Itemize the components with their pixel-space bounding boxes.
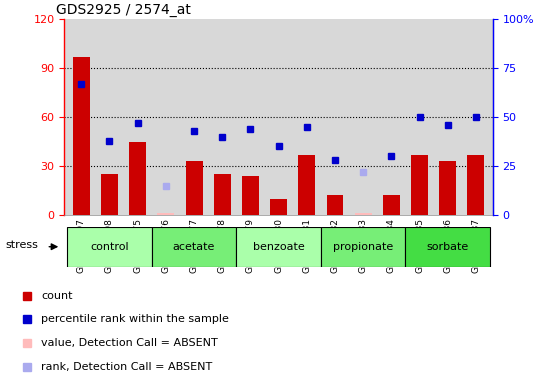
Text: rank, Detection Call = ABSENT: rank, Detection Call = ABSENT: [41, 362, 212, 372]
Text: acetate: acetate: [173, 242, 215, 252]
Text: count: count: [41, 291, 73, 301]
Bar: [152, 227, 236, 267]
Bar: [67, 227, 152, 267]
Bar: [326, 195, 343, 215]
Text: benzoate: benzoate: [253, 242, 305, 252]
Bar: [242, 176, 259, 215]
Bar: [298, 155, 315, 215]
Bar: [411, 155, 428, 215]
Bar: [157, 214, 174, 215]
Bar: [270, 199, 287, 215]
Bar: [185, 161, 203, 215]
Bar: [439, 161, 456, 215]
Text: percentile rank within the sample: percentile rank within the sample: [41, 314, 229, 324]
Text: propionate: propionate: [333, 242, 393, 252]
Bar: [73, 57, 90, 215]
Bar: [236, 227, 321, 267]
Text: control: control: [90, 242, 129, 252]
Bar: [101, 174, 118, 215]
Bar: [405, 227, 490, 267]
Bar: [129, 142, 146, 215]
Bar: [214, 174, 231, 215]
Text: stress: stress: [5, 240, 38, 250]
Text: sorbate: sorbate: [427, 242, 469, 252]
Bar: [321, 227, 405, 267]
Text: GDS2925 / 2574_at: GDS2925 / 2574_at: [56, 3, 191, 17]
Bar: [354, 214, 372, 215]
Bar: [468, 155, 484, 215]
Text: value, Detection Call = ABSENT: value, Detection Call = ABSENT: [41, 338, 218, 348]
Bar: [383, 195, 400, 215]
